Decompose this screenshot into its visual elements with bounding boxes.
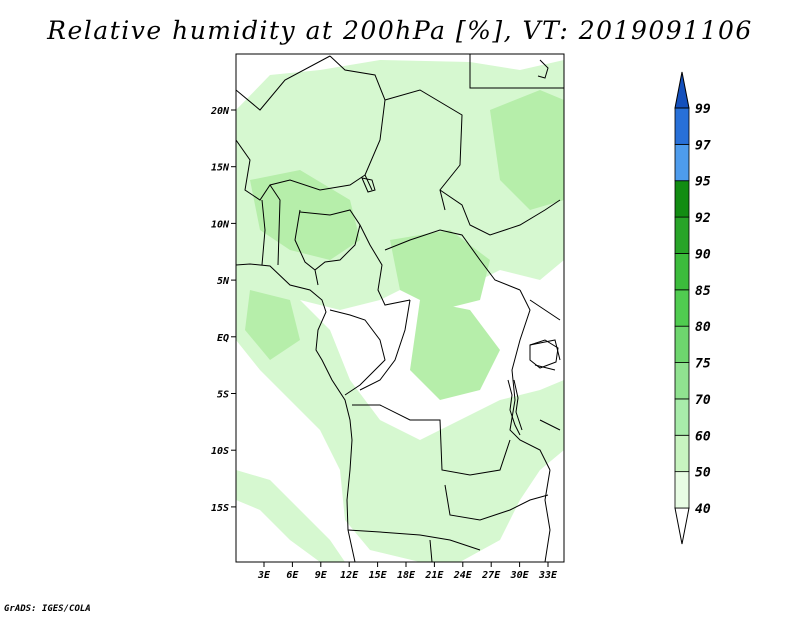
lon-tick-label: 27E bbox=[481, 570, 501, 581]
lon-tick-label: 24E bbox=[453, 570, 473, 581]
border-congo-drc bbox=[329, 299, 411, 396]
country-borders bbox=[236, 54, 564, 562]
colorbar-min-arrow bbox=[674, 507, 690, 545]
border-chad-sudan bbox=[439, 189, 561, 236]
colorbar-label: 95 bbox=[695, 175, 711, 190]
east-coast-fragment bbox=[537, 59, 549, 79]
lon-tick-label: 12E bbox=[340, 570, 359, 581]
colorbar-label: 97 bbox=[695, 138, 711, 153]
colorbar-label: 40 bbox=[695, 502, 711, 517]
lake-chad bbox=[361, 177, 376, 193]
lake-tanganyika bbox=[507, 379, 523, 436]
lon-tick-label: 6E bbox=[286, 570, 299, 581]
latitude-axis: 20N 15N 10N 5N EQ 5S 10S 15S bbox=[210, 106, 236, 514]
lon-tick-label: 18E bbox=[397, 570, 416, 581]
border-east-africa bbox=[429, 299, 561, 562]
border-west-africa-2 bbox=[261, 184, 316, 271]
lon-tick-label: 33E bbox=[538, 570, 558, 581]
humidity-core-2 bbox=[390, 230, 490, 310]
border-drc-east bbox=[509, 289, 551, 471]
colorbar-label: 60 bbox=[695, 429, 711, 444]
lon-tick-label: 9E bbox=[315, 570, 328, 581]
lat-tick-label: 15S bbox=[211, 503, 229, 514]
colorbar-segment bbox=[674, 253, 690, 291]
colorbar-segment bbox=[674, 180, 690, 218]
lat-tick-label: EQ bbox=[217, 333, 229, 344]
humidity-core-4 bbox=[245, 290, 300, 360]
border-mauritania-mali bbox=[236, 55, 331, 111]
colorbar-segment bbox=[674, 143, 690, 182]
colorbar-label: 50 bbox=[695, 466, 711, 481]
lon-tick-label: 15E bbox=[369, 570, 388, 581]
lat-tick-label: 5N bbox=[217, 276, 230, 287]
footer-credit: GrADS: IGES/COLA bbox=[4, 604, 91, 614]
colorbar-segment bbox=[674, 289, 690, 327]
humidity-core-3 bbox=[490, 90, 564, 210]
colorbar-segment bbox=[674, 216, 690, 254]
lat-tick-label: 10N bbox=[211, 219, 230, 230]
lon-tick-label: 3E bbox=[257, 570, 271, 581]
border-car bbox=[384, 229, 521, 291]
coastline-west bbox=[236, 263, 356, 562]
lake-victoria bbox=[529, 339, 559, 369]
border-angola-namibia bbox=[347, 529, 481, 551]
lat-tick-label: 15N bbox=[211, 163, 230, 174]
lon-tick-label: 30E bbox=[510, 570, 530, 581]
humidity-shading bbox=[236, 54, 564, 562]
colorbar-segment bbox=[674, 471, 690, 509]
colorbar-segment bbox=[674, 325, 690, 363]
colorbar-segment bbox=[674, 107, 690, 145]
colorbar-label: 75 bbox=[695, 357, 711, 372]
colorbar-label: 80 bbox=[695, 320, 711, 335]
colorbar-segment bbox=[674, 362, 690, 400]
lat-tick-label: 10S bbox=[211, 446, 229, 457]
colorbar-label: 70 bbox=[695, 393, 711, 408]
lat-tick-label: 20N bbox=[210, 106, 230, 117]
border-cameroon-chad bbox=[359, 224, 411, 306]
border-egypt-sudan bbox=[469, 54, 564, 89]
colorbar: 40 50 60 70 75 80 85 90 92 95 97 99 bbox=[674, 71, 711, 545]
humidity-region-west-band bbox=[236, 470, 345, 562]
humidity-region-central bbox=[236, 270, 564, 562]
colorbar-label: 90 bbox=[695, 247, 711, 262]
border-niger-libya bbox=[384, 89, 463, 211]
lat-tick-label: 5S bbox=[217, 390, 229, 401]
colorbar-label: 85 bbox=[695, 284, 711, 299]
colorbar-label: 92 bbox=[695, 211, 711, 226]
colorbar-segment bbox=[674, 434, 690, 473]
longitude-axis: 3E 6E 9E 12E 15E 18E 21E 24E 27E 30E 33E bbox=[257, 562, 558, 581]
plot-frame bbox=[235, 53, 565, 563]
border-zambia-east bbox=[444, 484, 549, 521]
border-angola bbox=[352, 404, 511, 476]
colorbar-label: 99 bbox=[695, 102, 711, 117]
humidity-core-5 bbox=[410, 300, 500, 400]
border-nigeria bbox=[299, 209, 361, 286]
chart-title: Relative humidity at 200hPa [%], VT: 201… bbox=[47, 16, 753, 45]
colorbar-max-arrow bbox=[674, 71, 690, 109]
humidity-core-1 bbox=[250, 170, 360, 260]
colorbar-segment bbox=[674, 398, 690, 436]
lon-tick-label: 21E bbox=[424, 570, 444, 581]
